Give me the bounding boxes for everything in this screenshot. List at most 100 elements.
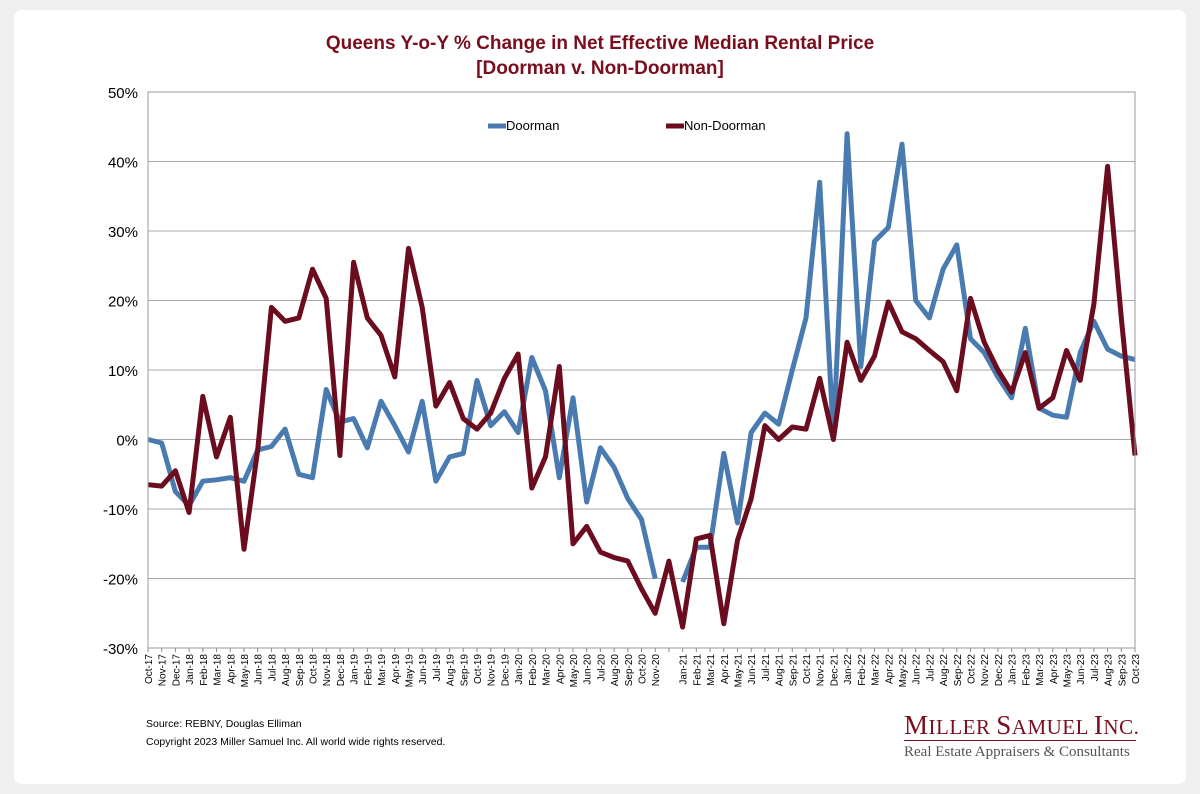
x-tick-label: Dec-17: [171, 654, 182, 687]
y-axis-ticks: 50% 40% 30% 20% 10% 0% -10% -20% -30%: [103, 85, 138, 658]
x-tick-label: May-21: [733, 654, 744, 688]
x-tick-label: Aug-21: [775, 654, 786, 687]
y-tick-label: -10%: [103, 502, 138, 519]
x-tick-label: Oct-17: [144, 654, 155, 684]
chart-card: [14, 10, 1186, 784]
x-tick-label: Apr-23: [1049, 654, 1060, 684]
x-tick-label: Sep-23: [1117, 654, 1128, 687]
y-tick-label: 0%: [116, 433, 138, 450]
x-tick-label: Dec-21: [829, 654, 840, 687]
y-tick-label: 30%: [108, 224, 138, 241]
x-tick-label: May-22: [898, 654, 909, 688]
x-tick-label: Jan-21: [679, 654, 690, 685]
x-tick-label: Aug-19: [446, 654, 457, 687]
x-tick-label: Jul-23: [1090, 654, 1101, 682]
x-tick-label: Oct-22: [967, 654, 978, 684]
x-tick-label: Nov-17: [158, 654, 169, 687]
x-tick-label: Oct-23: [1131, 654, 1142, 684]
x-tick-label: Mar-18: [213, 654, 224, 686]
x-tick-label: Jul-22: [925, 654, 936, 682]
x-tick-label: Dec-22: [994, 654, 1005, 687]
x-tick-label: May-18: [240, 654, 251, 688]
legend: Doorman Non-Doorman: [488, 118, 766, 133]
x-tick-label: Jan-20: [514, 654, 525, 685]
x-tick-label: Feb-19: [363, 654, 374, 686]
x-tick-label: Nov-18: [322, 654, 333, 687]
x-tick-label: Feb-20: [528, 654, 539, 686]
x-tick-label: Mar-19: [377, 654, 388, 686]
chart-title: Queens Y-o-Y % Change in Net Effective M…: [325, 33, 875, 54]
x-tick-label: Mar-20: [542, 654, 553, 686]
series-line-non-doorman: [147, 163, 1138, 630]
x-tick-label: Oct-20: [638, 654, 649, 684]
copyright-note: Copyright 2023 Miller Samuel Inc. All wo…: [146, 736, 446, 748]
plot-frame: [147, 91, 1136, 649]
x-tick-label: Jan-19: [350, 654, 361, 685]
x-tick-label: Jun-18: [254, 654, 265, 685]
y-tick-label: 40%: [108, 155, 138, 172]
x-tick-label: Mar-22: [871, 654, 882, 686]
x-tick-label: May-19: [404, 654, 415, 688]
x-tick-label: Dec-18: [336, 654, 347, 687]
x-tick-label: Jan-18: [185, 654, 196, 685]
x-tick-label: Oct-21: [802, 654, 813, 684]
x-tick-label: Feb-23: [1021, 654, 1032, 686]
x-tick-label: Aug-18: [281, 654, 292, 687]
x-tick-label: Dec-19: [500, 654, 511, 687]
x-tick-label: Oct-19: [473, 654, 484, 684]
x-tick-label: Jun-19: [418, 654, 429, 685]
legend-label: Non-Doorman: [684, 118, 766, 133]
x-tick-label: Sep-18: [295, 654, 306, 687]
x-tick-label: Apr-21: [720, 654, 731, 684]
x-tick-label: Apr-22: [884, 654, 895, 684]
company-logo-name: MILLER SAMUEL INC.: [904, 710, 1140, 740]
series-line-doorman: [147, 131, 1136, 583]
x-tick-label: Jun-22: [912, 654, 923, 685]
x-tick-label: Aug-20: [610, 654, 621, 687]
x-tick-label: May-20: [569, 654, 580, 688]
x-tick-label: Apr-19: [391, 654, 402, 684]
x-tick-label: Mar-23: [1035, 654, 1046, 686]
company-logo-tagline: Real Estate Appraisers & Consultants: [904, 744, 1130, 760]
x-tick-label: Mar-21: [706, 654, 717, 686]
x-tick-label: Apr-18: [226, 654, 237, 684]
x-tick-label: Sep-20: [624, 654, 635, 687]
x-tick-label: Jan-23: [1008, 654, 1019, 685]
x-tick-label: Jul-19: [432, 654, 443, 682]
x-tick-label: Jun-23: [1076, 654, 1087, 685]
x-tick-label: Jul-20: [596, 654, 607, 682]
x-tick-label: Sep-21: [788, 654, 799, 687]
x-tick-label: Nov-19: [487, 654, 498, 687]
logo-divider: [904, 740, 1136, 741]
gridlines: [148, 91, 1135, 649]
x-tick-label: Aug-23: [1104, 654, 1115, 687]
y-tick-label: -20%: [103, 572, 138, 589]
x-tick-label: Oct-18: [309, 654, 320, 684]
y-tick-label: -30%: [103, 641, 138, 658]
x-tick-label: Apr-20: [555, 654, 566, 684]
x-tick-label: Jul-18: [267, 654, 278, 682]
x-tick-label: May-23: [1062, 654, 1073, 688]
x-tick-label: Jun-21: [747, 654, 758, 685]
x-tick-label: Feb-22: [857, 654, 868, 686]
x-tick-label: Jun-20: [583, 654, 594, 685]
x-tick-label: Jul-21: [761, 654, 772, 682]
legend-label: Doorman: [506, 118, 559, 133]
source-note: Source: REBNY, Douglas Elliman: [146, 718, 302, 730]
x-tick-label: Nov-21: [816, 654, 827, 687]
x-axis-ticks: Oct-17 Nov-17 Dec-17 Jan-18 Feb-18 Mar-18 Apr-…: [144, 648, 1142, 687]
x-tick-label: Nov-20: [651, 654, 662, 687]
x-tick-label: Sep-22: [953, 654, 964, 687]
x-tick-label: Feb-18: [199, 654, 210, 686]
x-tick-label: Sep-19: [459, 654, 470, 687]
chart-subtitle: [Doorman v. Non-Doorman]: [476, 58, 724, 79]
y-tick-label: 20%: [108, 294, 138, 311]
x-tick-label: Aug-22: [939, 654, 950, 687]
x-tick-label: Jan-22: [843, 654, 854, 685]
y-tick-label: 10%: [108, 363, 138, 380]
series-lines: [147, 131, 1138, 630]
x-tick-label: Nov-22: [980, 654, 991, 687]
x-tick-label: Feb-21: [692, 654, 703, 686]
y-tick-label: 50%: [108, 85, 138, 102]
